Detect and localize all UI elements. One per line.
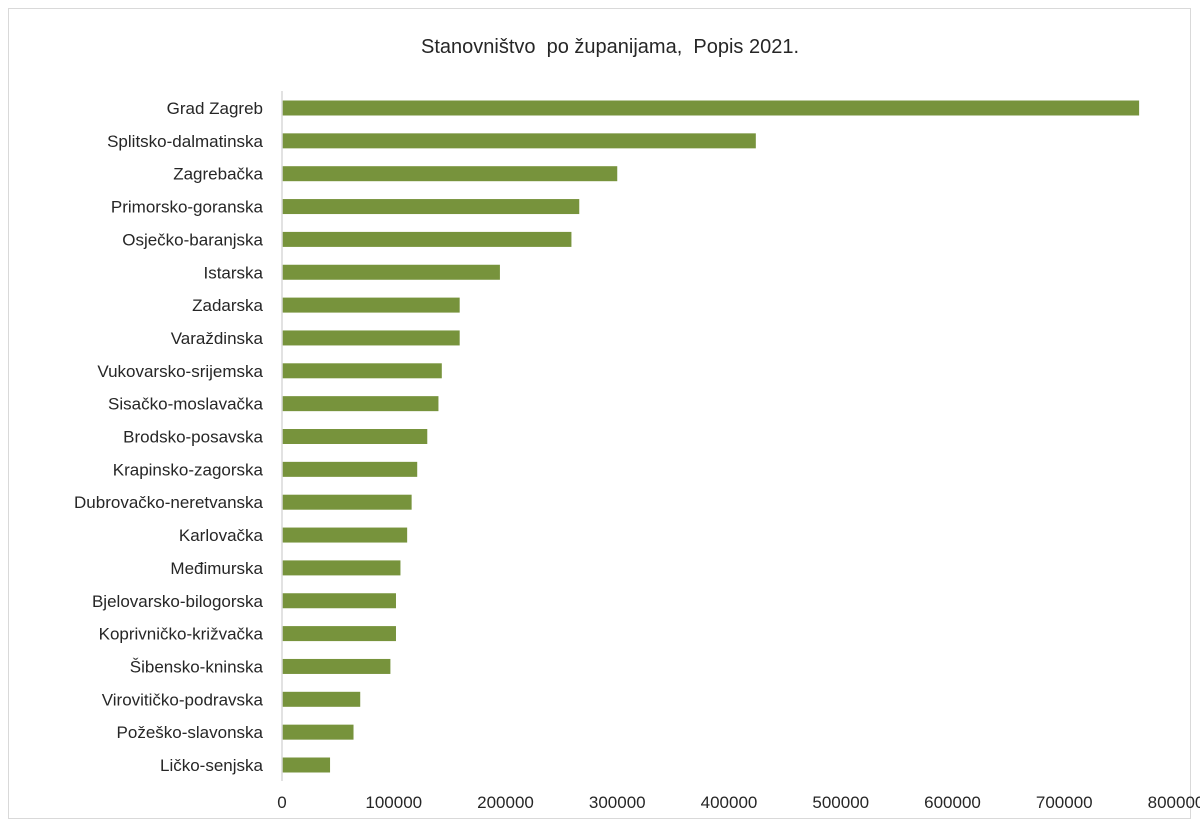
category-label: Međimurska: [170, 559, 263, 578]
bar: [282, 560, 401, 576]
category-label: Osječko-baranjska: [122, 230, 263, 249]
bar: [282, 264, 500, 280]
bar: [282, 199, 580, 215]
bars-group: [282, 100, 1140, 773]
category-label: Karlovačka: [179, 526, 264, 545]
x-tick-label: 300000: [589, 793, 646, 812]
bar: [282, 231, 572, 247]
category-label: Dubrovačko-neretvanska: [74, 493, 264, 512]
bar: [282, 396, 439, 412]
category-label: Istarska: [203, 263, 263, 282]
category-label: Koprivničko-križvačka: [99, 625, 264, 644]
bar: [282, 724, 354, 740]
category-label: Virovitičko-podravska: [102, 690, 264, 709]
x-tick-labels-group: 0 100000 200000 300000 400000 500000 600000 700…: [277, 793, 1200, 812]
bar: [282, 363, 442, 379]
chart-title: Stanovništvo po županijama, Popis 2021.: [421, 36, 799, 58]
x-tick-label: 0: [277, 793, 286, 812]
bar: [282, 133, 756, 149]
category-label: Zagrebačka: [173, 165, 263, 184]
category-label: Šibensko-kninska: [130, 657, 264, 676]
bar: [282, 297, 460, 313]
bar: [282, 494, 412, 510]
bar: [282, 658, 391, 674]
x-tick-label: 800000: [1148, 793, 1200, 812]
bar: [282, 757, 331, 773]
category-label: Ličko-senjska: [160, 756, 264, 775]
category-label: Vukovarsko-srijemska: [97, 362, 263, 381]
bar: [282, 166, 618, 182]
category-labels-group: Grad Zagreb Splitsko-dalmatinska Zagrebačk…: [74, 99, 264, 775]
bar: [282, 461, 418, 477]
category-label: Grad Zagreb: [167, 99, 263, 118]
bar: [282, 691, 361, 707]
x-tick-label: 100000: [365, 793, 422, 812]
category-label: Varaždinska: [171, 329, 264, 348]
bar: [282, 593, 396, 609]
bar: [282, 527, 408, 543]
x-tick-label: 700000: [1036, 793, 1093, 812]
bar: [282, 100, 1140, 116]
category-label: Sisačko-moslavačka: [108, 395, 263, 414]
category-label: Primorsko-goranska: [111, 198, 264, 217]
category-label: Brodsko-posavska: [123, 428, 263, 447]
x-tick-label: 200000: [477, 793, 534, 812]
x-tick-label: 400000: [701, 793, 758, 812]
x-tick-label: 500000: [812, 793, 869, 812]
category-label: Bjelovarsko-bilogorska: [92, 592, 264, 611]
bar: [282, 626, 396, 642]
x-tick-label: 600000: [924, 793, 981, 812]
category-label: Splitsko-dalmatinska: [107, 132, 263, 151]
category-label: Krapinsko-zagorska: [113, 460, 264, 479]
bar: [282, 429, 428, 444]
category-label: Zadarska: [192, 296, 263, 315]
bar: [282, 330, 460, 346]
category-label: Požeško-slavonska: [117, 723, 264, 742]
